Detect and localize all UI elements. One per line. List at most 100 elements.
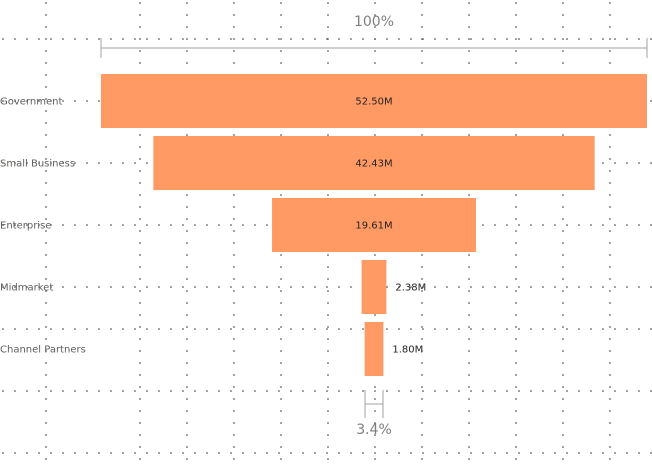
grid-dot — [327, 2, 329, 4]
grid-dot — [374, 134, 376, 136]
grid-dot — [62, 38, 64, 40]
grid-dot — [45, 314, 47, 316]
grid-dot — [609, 218, 611, 220]
funnel-stage[interactable]: Government 52.50M — [0, 74, 647, 128]
funnel-stage[interactable]: Small Business 42.43M — [0, 136, 595, 190]
grid-dot — [278, 452, 280, 454]
grid-dot — [562, 434, 564, 436]
grid-dot — [515, 14, 517, 16]
grid-dot — [110, 224, 112, 226]
funnel-bar[interactable] — [153, 136, 595, 190]
grid-dot — [350, 328, 352, 330]
grid-dot — [327, 194, 329, 196]
grid-dot — [468, 326, 470, 328]
grid-dot — [302, 286, 304, 288]
grid-dot — [38, 390, 40, 392]
grid-dot — [470, 286, 472, 288]
grid-dot — [302, 390, 304, 392]
funnel-stage[interactable]: Channel Partners 1.80M — [0, 322, 423, 376]
grid-dot — [38, 162, 40, 164]
grid-dot — [139, 218, 141, 220]
grid-dot — [139, 326, 141, 328]
grid-dot — [194, 328, 196, 330]
grid-dot — [350, 452, 352, 454]
grid-dot — [74, 452, 76, 454]
grid-dot — [421, 374, 423, 376]
grid-dot — [45, 326, 47, 328]
grid-dot — [638, 38, 640, 40]
funnel-bar[interactable] — [361, 260, 387, 314]
grid-dot — [62, 100, 64, 102]
grid-dot — [2, 390, 4, 392]
funnel-stage[interactable]: Midmarket 2.38M — [0, 260, 426, 314]
grid-dot — [182, 224, 184, 226]
grid-dot — [86, 328, 88, 330]
grid-dot — [327, 350, 329, 352]
grid-dot — [350, 286, 352, 288]
funnel-stage[interactable]: Enterprise 19.61M — [0, 198, 476, 252]
grid-dot — [50, 162, 52, 164]
grid-dot — [110, 328, 112, 330]
grid-dot — [74, 224, 76, 226]
top-percent-bracket — [100, 38, 648, 58]
grid-dot — [327, 326, 329, 328]
grid-dot — [139, 302, 141, 304]
grid-dot — [134, 224, 136, 226]
grid-dot — [494, 390, 496, 392]
grid-dot — [515, 2, 517, 4]
grid-dot — [458, 390, 460, 392]
grid-dot — [326, 286, 328, 288]
grid-dot — [139, 314, 141, 316]
grid-dot — [422, 328, 424, 330]
grid-dot — [609, 2, 611, 4]
grid-dot — [374, 14, 376, 16]
grid-dot — [280, 350, 282, 352]
grid-dot — [614, 38, 616, 40]
grid-dot — [566, 328, 568, 330]
funnel-bar[interactable] — [101, 74, 647, 128]
grid-dot — [139, 266, 141, 268]
grid-dot — [650, 452, 652, 454]
grid-dot — [280, 362, 282, 364]
grid-dot — [86, 100, 88, 102]
grid-dot — [45, 122, 47, 124]
grid-dot — [266, 328, 268, 330]
grid-dot — [74, 328, 76, 330]
funnel-bar[interactable] — [364, 322, 384, 376]
grid-dot — [139, 50, 141, 52]
grid-dot — [638, 286, 640, 288]
grid-dot — [650, 100, 652, 102]
grid-dot — [421, 338, 423, 340]
grid-dot — [26, 100, 28, 102]
grid-dot — [2, 224, 4, 226]
grid-dot — [609, 422, 611, 424]
grid-dot — [515, 278, 517, 280]
grid-dot — [386, 286, 388, 288]
grid-dot — [374, 62, 376, 64]
grid-dot — [45, 338, 47, 340]
grid-dot — [218, 38, 220, 40]
grid-dot — [254, 452, 256, 454]
grid-dot — [314, 452, 316, 454]
grid-dot — [45, 182, 47, 184]
grid-dot — [280, 314, 282, 316]
grid-dot — [2, 162, 4, 164]
grid-dot — [14, 390, 16, 392]
grid-dot — [468, 134, 470, 136]
grid-dot — [614, 390, 616, 392]
grid-dot — [280, 458, 282, 460]
grid-dot — [139, 170, 141, 172]
grid-dot — [327, 338, 329, 340]
grid-dot — [374, 386, 376, 388]
grid-dot — [50, 38, 52, 40]
funnel-bar[interactable] — [272, 198, 476, 252]
grid-dot — [146, 224, 148, 226]
grid-dot — [327, 50, 329, 52]
grid-dot — [468, 266, 470, 268]
grid-dot — [134, 328, 136, 330]
data-label: 42.43M — [355, 159, 392, 170]
grid-dot — [38, 452, 40, 454]
grid-dot — [170, 390, 172, 392]
grid-dot — [446, 286, 448, 288]
grid-dot — [421, 134, 423, 136]
